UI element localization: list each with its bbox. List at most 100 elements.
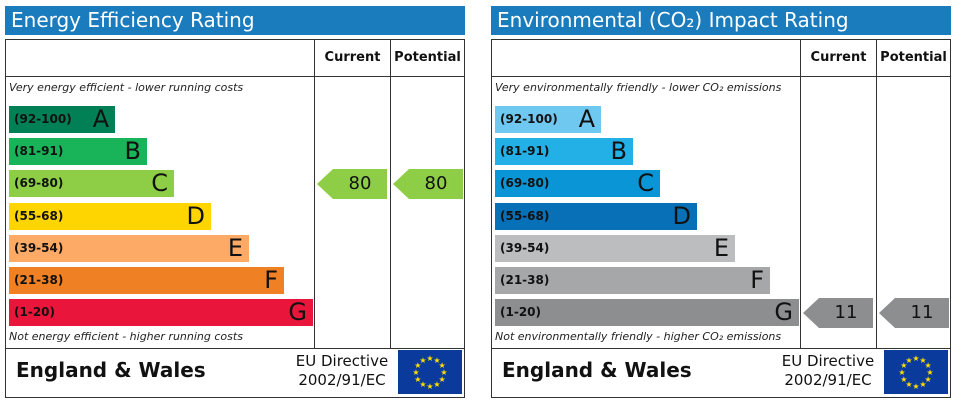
rating-band-g: (1-20) G xyxy=(495,299,799,327)
column-header-current: Current xyxy=(810,50,867,65)
band-letter: A xyxy=(92,105,109,133)
band-range-label: (21-38) xyxy=(500,273,550,287)
bottom-note: Not energy efficient - higher running co… xyxy=(9,330,243,343)
eu-flag-icon: ★ ★ ★ ★ ★ ★ ★ ★ ★ ★ ★ ★ xyxy=(884,350,948,394)
eu-star: ★ xyxy=(414,375,421,384)
potential-rating-value: 80 xyxy=(424,172,448,194)
eu-star: ★ xyxy=(905,356,912,365)
eu-star: ★ xyxy=(440,368,447,377)
eu-star: ★ xyxy=(433,356,440,365)
band-range-label: (39-54) xyxy=(500,240,550,255)
current-rating-value: 80 xyxy=(348,172,372,194)
current-arrow-icon xyxy=(317,168,387,199)
footer-country: England & Wales xyxy=(502,358,692,382)
band-letter: C xyxy=(637,169,654,198)
eu-star: ★ xyxy=(912,354,919,363)
eu-flag-icon: ★ ★ ★ ★ ★ ★ ★ ★ ★ ★ ★ ★ xyxy=(398,350,462,394)
potential-arrow-icon xyxy=(393,168,463,199)
band-range-label: (92-100) xyxy=(14,112,72,126)
top-note: Very environmentally friendly - lower CO… xyxy=(495,81,782,94)
column-header-potential: Potential xyxy=(394,50,461,65)
band-letter: F xyxy=(750,266,764,294)
eu-stars-icon: ★★★★★★★★★ ★ ★★ xyxy=(898,354,933,391)
current-rating-arrow: 80 xyxy=(317,168,387,199)
band-range-label: (55-68) xyxy=(500,208,550,223)
panel-title: Environmental (CO₂) Impact Rating xyxy=(491,6,951,35)
column-divider xyxy=(314,40,315,348)
potential-rating-value: 11 xyxy=(910,301,934,323)
rating-band-a: (92-100) A xyxy=(9,106,115,133)
band-letter: B xyxy=(124,137,141,166)
band-letter: A xyxy=(578,105,595,133)
header-rule xyxy=(492,76,950,77)
band-letter: C xyxy=(151,169,168,198)
column-divider xyxy=(800,40,801,348)
eu-star: ★ xyxy=(414,361,421,370)
band-letter: D xyxy=(672,201,691,230)
potential-arrow-icon xyxy=(879,297,949,328)
eu-star: ★ xyxy=(919,356,926,365)
header-rule xyxy=(6,76,464,77)
band-range-label: (39-54) xyxy=(14,240,64,255)
eu-star: ★ xyxy=(900,375,907,384)
environmental-impact-panel: Environmental (CO₂) Impact Rating Current… xyxy=(491,6,951,398)
panel-title: Energy Efficiency Rating xyxy=(5,6,465,35)
band-range-label: (81-91) xyxy=(500,144,550,159)
current-arrow-icon xyxy=(803,297,873,328)
current-arrow-icon-shape xyxy=(803,297,873,328)
eu-star: ★ xyxy=(898,368,905,377)
footer-country: England & Wales xyxy=(16,358,206,382)
eu-star: ★ xyxy=(439,361,446,370)
eu-star: ★ xyxy=(925,361,932,370)
directive-line-2: 2002/91/EC xyxy=(298,371,386,389)
band-range-label: (69-80) xyxy=(500,176,550,191)
footer-directive: EU Directive 2002/91/EC xyxy=(772,352,884,390)
eu-star: ★ xyxy=(439,375,446,384)
eu-star: ★ xyxy=(426,382,433,391)
energy-efficiency-panel: Energy Efficiency Rating Current Potential… xyxy=(5,6,465,398)
directive-line-1: EU Directive xyxy=(781,352,875,370)
footer-rule xyxy=(492,348,950,349)
column-header-current: Current xyxy=(324,50,381,65)
eu-star: ★ xyxy=(926,368,933,377)
band-range-label: (1-20) xyxy=(500,305,541,320)
potential-rating-arrow: 80 xyxy=(393,168,463,199)
footer-directive: EU Directive 2002/91/EC xyxy=(286,352,398,390)
rating-band-e: (39-54) E xyxy=(495,233,735,262)
current-rating-arrow: 11 xyxy=(803,297,873,328)
rating-band-a: (92-100) A xyxy=(495,106,601,133)
directive-line-1: EU Directive xyxy=(295,352,389,370)
eu-star: ★ xyxy=(925,375,932,384)
eu-star: ★ xyxy=(426,354,433,363)
rating-band-c: (69-80) C xyxy=(495,169,660,198)
band-letter: E xyxy=(227,233,243,262)
rating-frame: Current Potential Very environmentally fri… xyxy=(491,39,951,398)
rating-band-e: (39-54) E xyxy=(9,233,249,262)
band-range-label: (69-80) xyxy=(14,176,64,191)
potential-rating-arrow: 11 xyxy=(879,297,949,328)
band-range-label: (81-91) xyxy=(14,144,64,159)
eu-star: ★ xyxy=(905,380,912,389)
band-letter: E xyxy=(713,233,729,262)
column-header-potential: Potential xyxy=(880,50,947,65)
band-letter: F xyxy=(264,266,278,294)
footer-rule xyxy=(6,348,464,349)
rating-band-f: (21-38) F xyxy=(495,267,770,294)
rating-band-d: (55-68) D xyxy=(9,202,211,230)
eu-stars-icon: ★★★★★★★★★ ★ ★★ xyxy=(412,354,447,391)
potential-arrow-icon-shape xyxy=(879,297,949,328)
directive-line-2: 2002/91/EC xyxy=(784,371,872,389)
band-letter: G xyxy=(288,298,307,327)
band-range-label: (92-100) xyxy=(500,112,558,126)
eu-star: ★ xyxy=(419,380,426,389)
column-divider xyxy=(390,40,391,348)
rating-band-f: (21-38) F xyxy=(9,267,284,294)
potential-arrow-icon-shape xyxy=(393,168,463,199)
rating-band-b: (81-91) B xyxy=(9,137,147,166)
eu-star: ★ xyxy=(900,361,907,370)
rating-band-c: (69-80) C xyxy=(9,169,174,198)
rating-frame: Current Potential Very energy efficient - … xyxy=(5,39,465,398)
rating-band-g: (1-20) G xyxy=(9,298,313,327)
current-rating-value: 11 xyxy=(834,301,858,323)
band-range-label: (21-38) xyxy=(14,273,64,287)
